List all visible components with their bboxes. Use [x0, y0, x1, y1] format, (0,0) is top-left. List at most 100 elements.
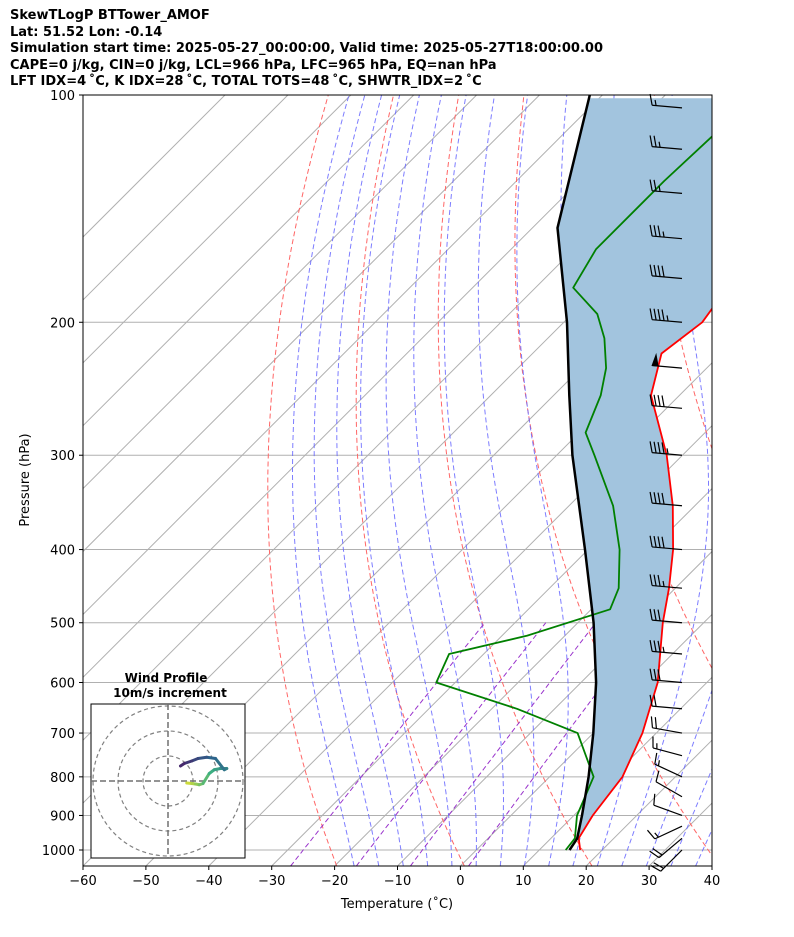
wind-barbs [646, 93, 683, 872]
y-tick-label: 400 [50, 544, 75, 559]
dry-adiabat [437, 95, 593, 866]
isotherm [397, 550, 712, 866]
x-tick-label: −60 [69, 874, 96, 889]
mixing-ratio-line [355, 622, 547, 866]
moist-adiabat [336, 95, 404, 866]
barb-feather [657, 669, 661, 681]
barb-staff [660, 849, 683, 872]
moist-adiabat [443, 95, 504, 866]
cin-shading [557, 98, 712, 839]
x-tick-label: −30 [258, 874, 285, 889]
barb-staff [652, 104, 683, 109]
barb-staff [652, 705, 683, 710]
barb-feather [661, 265, 665, 278]
x-tick-label: −40 [195, 874, 222, 889]
barb-feather [657, 309, 661, 321]
barb-feather [653, 793, 656, 806]
barb-feather [657, 395, 661, 407]
barb-feather [653, 668, 657, 681]
barb-feather [661, 395, 665, 407]
barb-feather [649, 441, 653, 453]
barb-staff [652, 679, 683, 684]
isotherm [83, 95, 415, 427]
isotherm [83, 95, 603, 616]
barb-half-feather [658, 185, 661, 192]
wind-barb [649, 640, 683, 655]
barb-staff [652, 727, 683, 734]
barb-feather [649, 264, 653, 276]
hodograph-segment [214, 757, 226, 772]
moist-adiabat [477, 95, 535, 866]
isotherm [83, 95, 289, 301]
barb-half-feather [666, 448, 669, 455]
wind-barb [649, 224, 683, 240]
barb-feather [653, 179, 657, 192]
y-tick-label: 900 [50, 809, 75, 824]
barb-feather [649, 535, 653, 548]
barb-staff [652, 546, 683, 551]
location-line: Lat: 51.52 Lon: -0.14 [10, 24, 163, 40]
wind-barb [650, 716, 683, 734]
x-tick-label: 20 [578, 874, 595, 889]
isotherm [334, 487, 712, 866]
barb-staff [652, 190, 683, 194]
barb-staff [652, 319, 683, 323]
hodograph-subtitle: 10m/s increment [113, 686, 227, 700]
wind-barb [646, 825, 683, 840]
chart-title: SkewTLogP BTTower_AMOF [10, 8, 210, 23]
dry-adiabat [720, 95, 794, 866]
barb-feather [649, 394, 653, 406]
barb-feather [649, 135, 653, 147]
indices-line-2: LFT IDX=4 ˚C, K IDX=28 ˚C, TOTAL TOTS=48… [10, 74, 482, 90]
isotherm [145, 299, 712, 866]
barb-half-feather [657, 760, 660, 766]
barb-feather [649, 574, 653, 586]
axes: −60 −50 −40 −30 −20 −10 0 10 20 30 40 1000 900 800 700… [42, 89, 720, 889]
wind-barb [649, 264, 683, 280]
wind-barb [649, 535, 683, 551]
barb-feather [654, 717, 657, 729]
y-tick-label: 600 [50, 677, 75, 692]
barb-feather [653, 535, 657, 548]
mixing-ratio-line [290, 622, 486, 866]
wind-barb [651, 352, 683, 369]
barb-staff [652, 584, 683, 589]
barb-staff [652, 275, 683, 280]
hodograph-title: Wind Profile [125, 671, 208, 685]
barb-feather [657, 640, 661, 653]
barb-staff [654, 825, 683, 840]
barb-feather [661, 536, 665, 549]
barb-staff [653, 804, 683, 817]
indices-line-1: CAPE=0 j/kg, CIN=0 j/kg, LCL=966 hPa, LF… [10, 57, 497, 73]
isotherm [83, 95, 226, 238]
wind-barb [649, 394, 683, 409]
dry-adiabat [355, 95, 465, 866]
moist-adiabat [413, 95, 477, 866]
moist-adiabat [516, 95, 569, 866]
moist-adiabat [385, 95, 453, 866]
hodograph-segment [201, 772, 211, 785]
isotherm [83, 95, 540, 553]
dry-adiabat [267, 95, 338, 866]
wind-barb [654, 752, 683, 778]
time-line: Simulation start time: 2025-05-27_00:00:… [10, 41, 603, 57]
barb-feather [650, 716, 654, 728]
wind-barb [655, 770, 683, 798]
barb-feather [649, 608, 653, 621]
barb-half-feather [654, 832, 659, 838]
parcel-line [556, 95, 598, 851]
x-tick-label: 0 [456, 874, 464, 889]
barb-feather [650, 865, 662, 872]
barb-staff [652, 502, 683, 507]
y-tick-label: 200 [50, 316, 75, 331]
moist-adiabat [292, 95, 355, 866]
barb-feather [649, 694, 653, 707]
wind-barb [649, 694, 683, 710]
wind-barb [649, 837, 683, 859]
barb-staff [652, 146, 683, 150]
barb-feather [653, 640, 657, 652]
barb-staff [652, 650, 683, 655]
barb-half-feather [666, 315, 669, 322]
barb-feather [657, 265, 661, 277]
